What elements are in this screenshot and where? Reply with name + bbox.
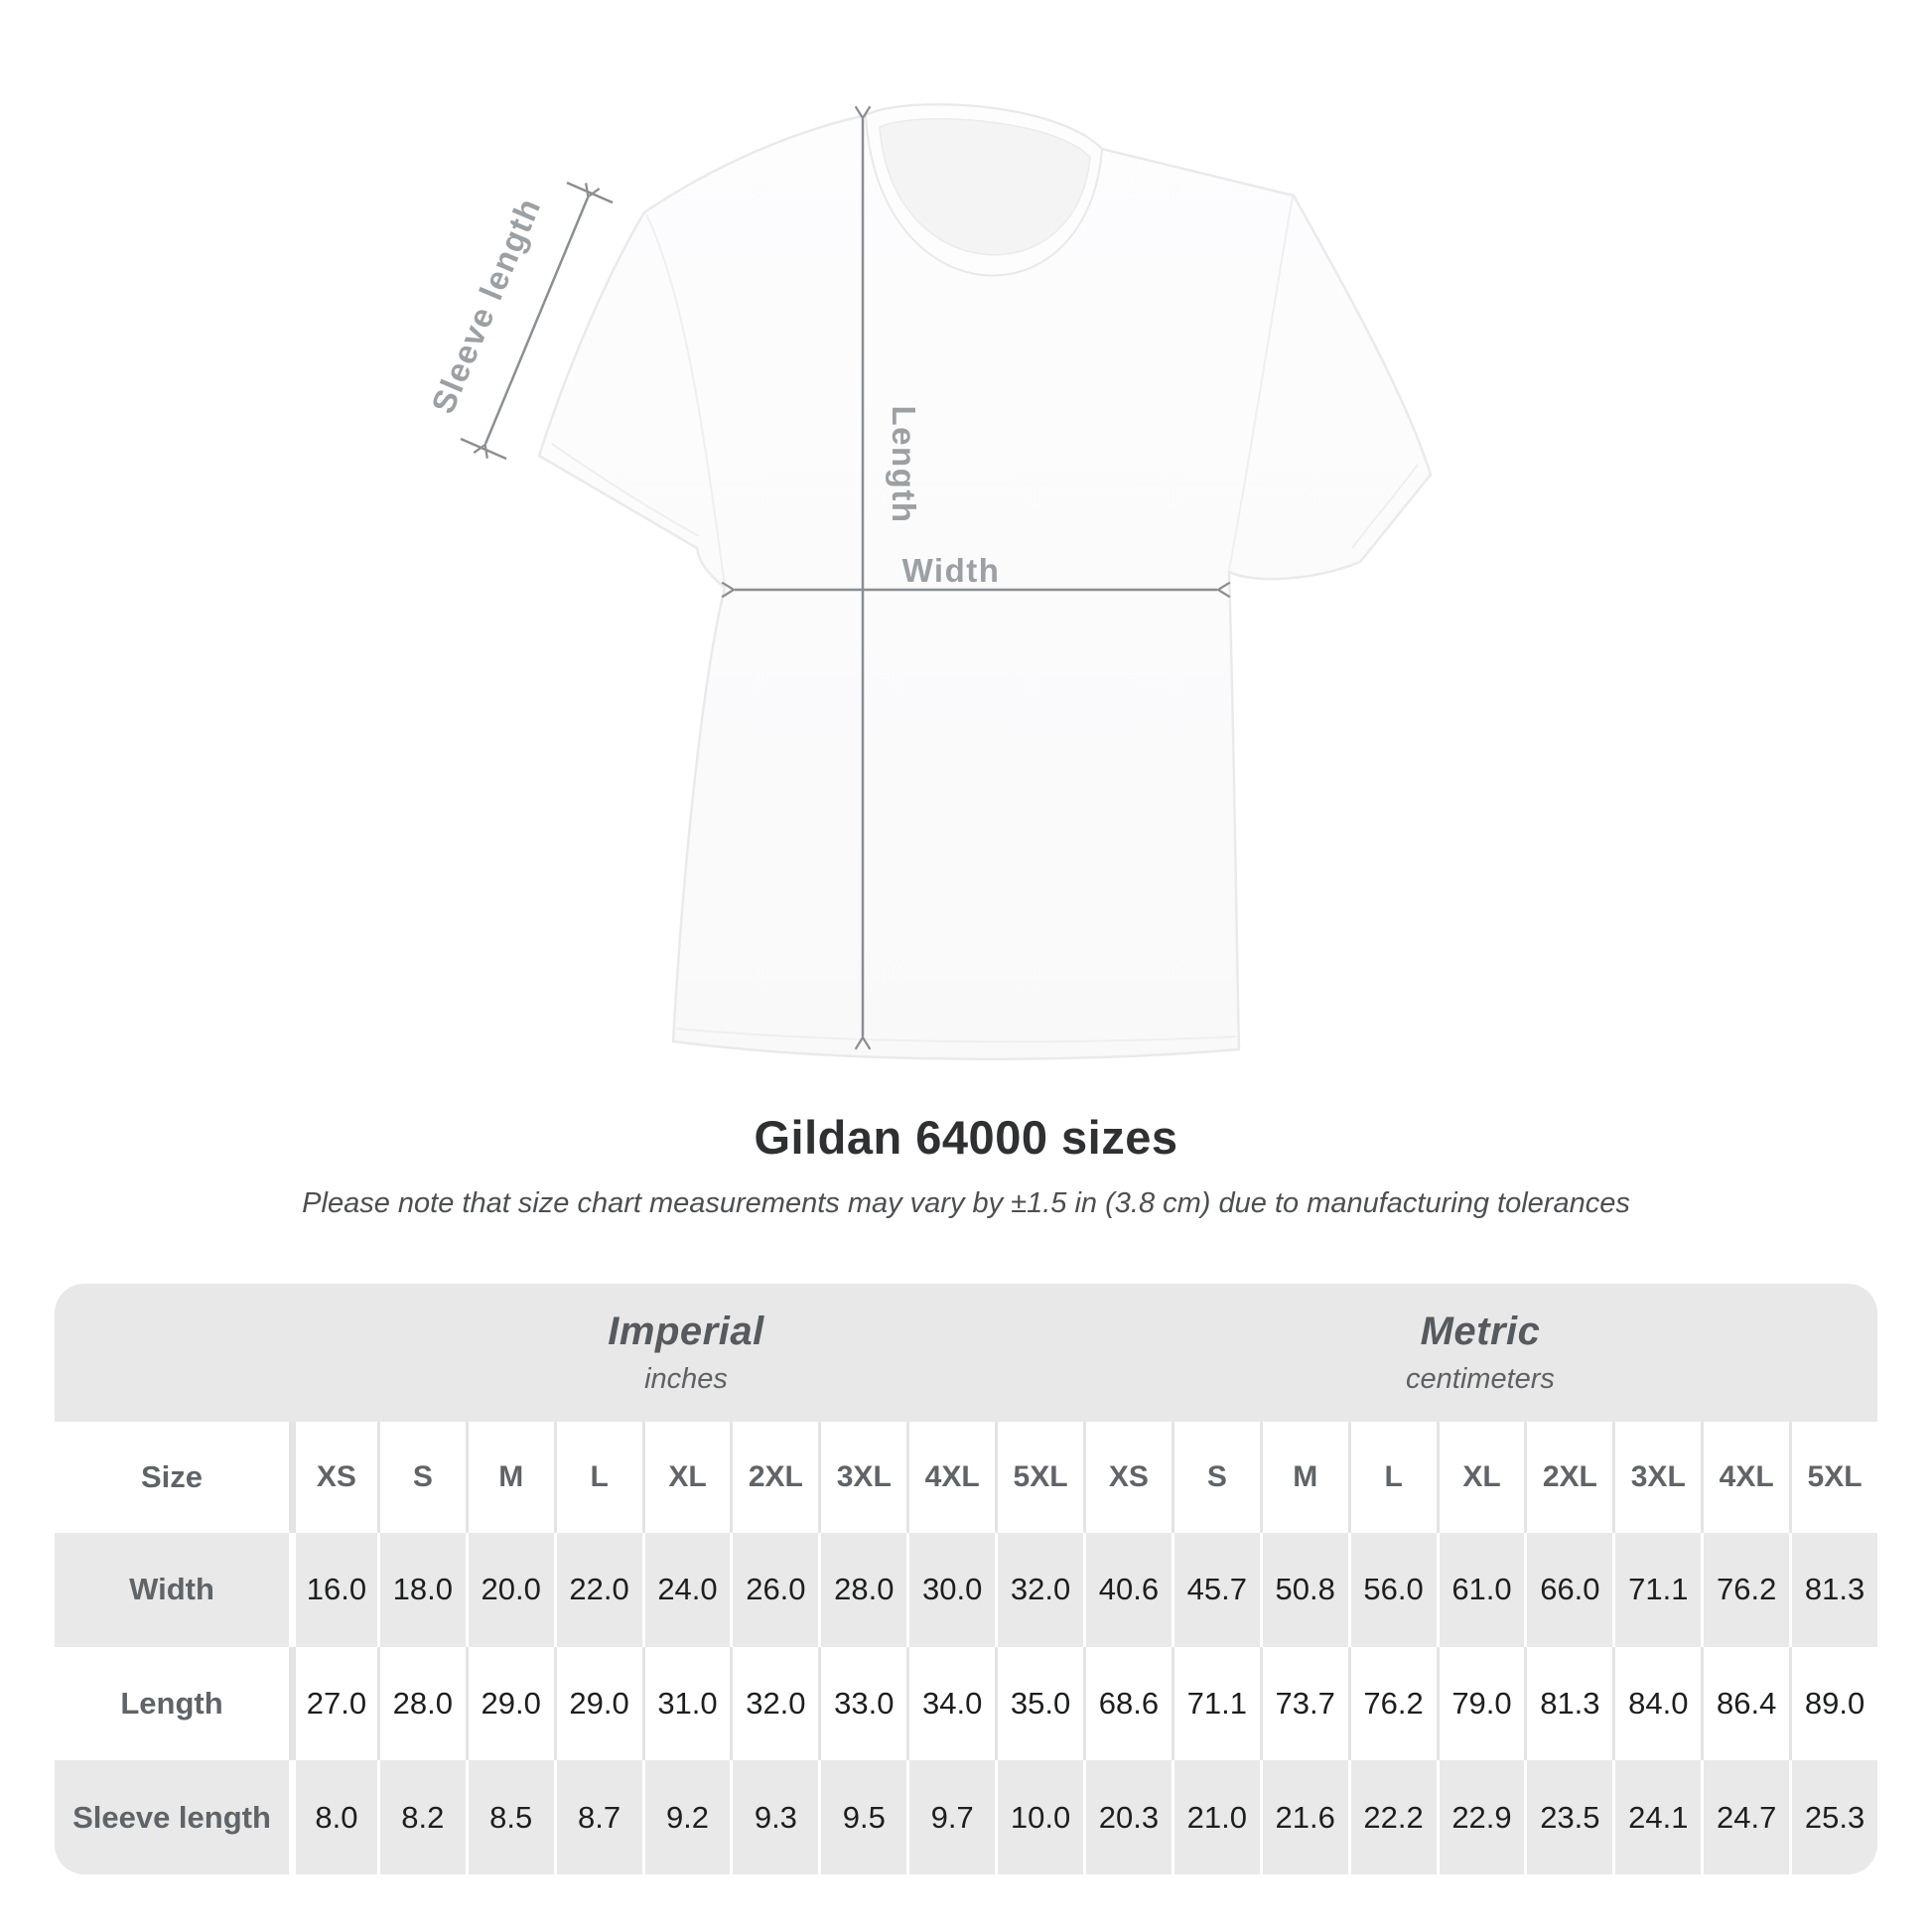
size-value-cell: 71.1: [1171, 1646, 1260, 1761]
collar-opening: [879, 118, 1091, 256]
sleeve-arrow-bottom-tick: [460, 437, 507, 461]
size-value-cell: 32.0: [995, 1533, 1083, 1647]
metric-section-header: Metric centimeters: [1082, 1284, 1877, 1422]
imperial-section-header: Imperial inches: [289, 1284, 1083, 1422]
size-value-cell: 8.0: [289, 1760, 377, 1874]
size-value-cell: 61.0: [1436, 1533, 1525, 1647]
size-value-cell: 79.0: [1436, 1646, 1525, 1761]
size-col-header: 5XL: [1789, 1422, 1877, 1533]
size-value-cell: 31.0: [641, 1646, 731, 1761]
size-value-cell: 16.0: [289, 1533, 377, 1647]
metric-section-unit: centimeters: [1406, 1363, 1555, 1395]
size-col-header: XS: [1082, 1422, 1172, 1533]
size-value-cell: 8.7: [553, 1760, 642, 1874]
size-value-cell: 81.3: [1789, 1533, 1877, 1647]
row-label-length: Length: [55, 1646, 289, 1761]
size-col-header: XL: [1436, 1422, 1525, 1533]
size-value-cell: 84.0: [1612, 1646, 1702, 1761]
size-value-cell: 21.0: [1171, 1760, 1260, 1874]
size-value-cell: 71.1: [1612, 1533, 1702, 1647]
length-dimension-label: Length: [886, 406, 922, 524]
size-col-header: 3XL: [818, 1422, 907, 1533]
size-value-cell: 89.0: [1789, 1646, 1877, 1761]
size-value-cell: 66.0: [1524, 1533, 1613, 1647]
size-value-cell: 50.8: [1259, 1533, 1348, 1647]
table-header-spacer: [55, 1284, 289, 1422]
page-subtitle: Please note that size chart measurements…: [302, 1187, 1630, 1219]
size-col-header: L: [1347, 1422, 1437, 1533]
size-value-cell: 9.5: [818, 1760, 907, 1874]
row-label-width: Width: [55, 1533, 289, 1647]
size-value-cell: 56.0: [1347, 1533, 1437, 1647]
size-value-cell: 68.6: [1082, 1646, 1172, 1761]
tshirt-diagram: Length Width Sleeve length: [424, 102, 1433, 1061]
size-value-cell: 9.3: [730, 1760, 819, 1874]
size-value-cell: 81.3: [1524, 1646, 1613, 1761]
size-col-header: S: [1171, 1422, 1260, 1533]
size-col-header: XL: [641, 1422, 731, 1533]
size-value-cell: 24.0: [641, 1533, 731, 1647]
size-value-cell: 76.2: [1701, 1533, 1790, 1647]
size-col-header: 4XL: [906, 1422, 996, 1533]
metric-section-title: Metric: [1420, 1310, 1541, 1353]
size-col-header: 3XL: [1612, 1422, 1702, 1533]
size-value-cell: 20.0: [465, 1533, 554, 1647]
size-value-cell: 86.4: [1701, 1646, 1790, 1761]
size-value-cell: 28.0: [818, 1533, 907, 1647]
size-value-cell: 25.3: [1789, 1760, 1877, 1874]
width-dimension-label: Width: [902, 552, 1001, 589]
size-col-header: S: [376, 1422, 466, 1533]
size-value-cell: 40.6: [1082, 1533, 1172, 1647]
size-value-cell: 30.0: [906, 1533, 996, 1647]
size-corner-header: Size: [55, 1422, 289, 1533]
size-value-cell: 26.0: [730, 1533, 819, 1647]
size-value-cell: 23.5: [1524, 1760, 1613, 1874]
size-value-cell: 8.2: [376, 1760, 466, 1874]
size-value-cell: 27.0: [289, 1646, 377, 1761]
size-value-cell: 9.7: [906, 1760, 996, 1874]
size-col-header: L: [553, 1422, 642, 1533]
size-value-cell: 28.0: [376, 1646, 466, 1761]
size-value-cell: 22.9: [1436, 1760, 1525, 1874]
size-value-cell: 73.7: [1259, 1646, 1348, 1761]
size-col-header: 2XL: [730, 1422, 819, 1533]
size-col-header: 2XL: [1524, 1422, 1613, 1533]
size-value-cell: 24.1: [1612, 1760, 1702, 1874]
size-value-cell: 10.0: [995, 1760, 1083, 1874]
size-value-cell: 76.2: [1347, 1646, 1437, 1761]
size-value-cell: 45.7: [1171, 1533, 1260, 1647]
size-col-header: XS: [289, 1422, 377, 1533]
sleeve-length-arrow: [473, 183, 601, 459]
size-col-header: 5XL: [995, 1422, 1083, 1533]
size-value-cell: 8.5: [465, 1760, 554, 1874]
size-value-cell: 21.6: [1259, 1760, 1348, 1874]
measurement-annotations: [460, 105, 1231, 1050]
sleeve-length-dimension-label: Sleeve length: [424, 192, 548, 418]
size-col-header: M: [1259, 1422, 1348, 1533]
size-col-header: M: [465, 1422, 554, 1533]
imperial-section-title: Imperial: [608, 1310, 764, 1353]
size-value-cell: 33.0: [818, 1646, 907, 1761]
size-value-cell: 9.2: [641, 1760, 731, 1874]
imperial-section-unit: inches: [644, 1363, 728, 1395]
size-value-cell: 22.0: [553, 1533, 642, 1647]
size-table: Imperial inches Metric centimeters Size X…: [55, 1284, 1877, 1874]
page-title: Gildan 64000 sizes: [754, 1111, 1178, 1164]
sleeve-arrow-top-tick: [566, 181, 614, 205]
size-value-cell: 34.0: [906, 1646, 996, 1761]
size-value-cell: 29.0: [465, 1646, 554, 1761]
row-label-sleeve-length: Sleeve length: [55, 1760, 289, 1874]
size-value-cell: 32.0: [730, 1646, 819, 1761]
size-value-cell: 24.7: [1701, 1760, 1790, 1874]
size-col-header: 4XL: [1701, 1422, 1790, 1533]
size-value-cell: 18.0: [376, 1533, 466, 1647]
size-value-cell: 20.3: [1082, 1760, 1172, 1874]
size-value-cell: 22.2: [1347, 1760, 1437, 1874]
size-value-cell: 29.0: [553, 1646, 642, 1761]
size-value-cell: 35.0: [995, 1646, 1083, 1761]
